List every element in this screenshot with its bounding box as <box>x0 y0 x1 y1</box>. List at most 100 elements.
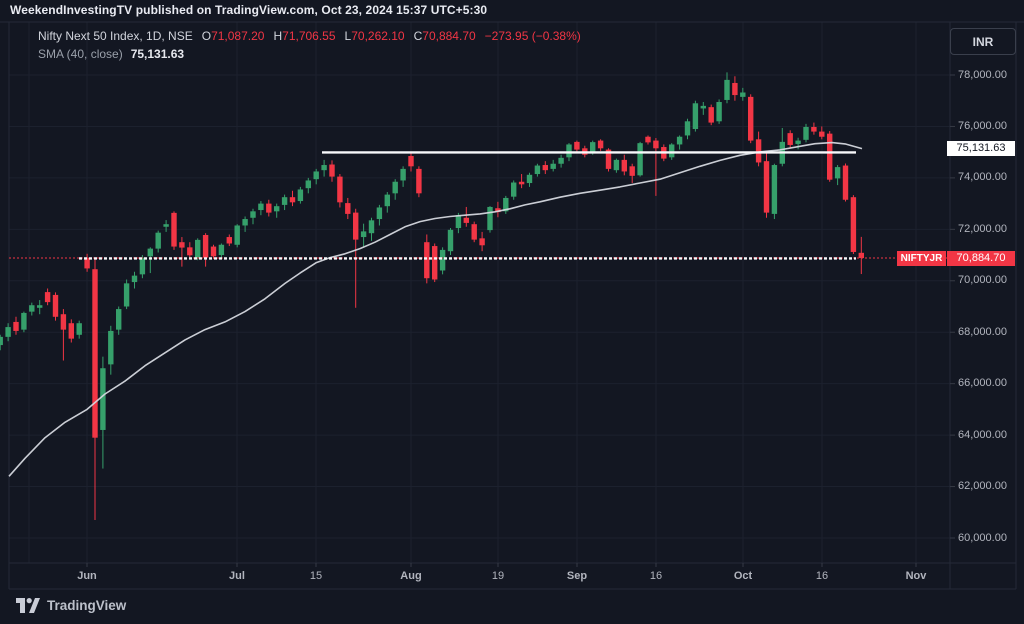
time-axis-label: 16 <box>649 570 663 582</box>
candle-2024-07-03 <box>250 211 256 218</box>
price-axis-label: 78,000.00 <box>958 68 1007 81</box>
candle-2024-09-23 <box>692 103 699 130</box>
sma-indicator-label[interactable]: SMA (40, close) <box>38 47 123 61</box>
tradingview-logo[interactable]: TradingView <box>16 597 126 614</box>
ohlc-high: H71,706.55 <box>273 29 336 43</box>
candle-2024-05-24 <box>37 305 43 308</box>
last-price-tag: 70,884.70 <box>947 250 1015 266</box>
candle-2024-10-14 <box>803 126 809 140</box>
candle-2024-09-25 <box>708 107 714 123</box>
candle-2024-09-26 <box>716 102 722 122</box>
candle-2024-06-05 <box>100 368 106 430</box>
currency-toggle-button[interactable]: INR <box>950 28 1016 55</box>
candle-2024-08-23 <box>526 174 533 184</box>
candle-2024-07-26 <box>376 207 383 220</box>
candle-2024-10-18 <box>834 167 841 179</box>
candle-2024-06-07 <box>116 309 122 330</box>
candle-2024-06-26 <box>210 246 217 257</box>
price-axis-label: 68,000.00 <box>958 325 1007 338</box>
candle-2024-10-03 <box>748 96 754 141</box>
candle-2024-05-17 <box>5 327 11 337</box>
candle-2024-09-16 <box>653 140 659 149</box>
price-axis-label: 66,000.00 <box>958 377 1007 390</box>
candle-2024-07-11 <box>297 189 304 202</box>
candle-2024-05-23 <box>29 305 35 312</box>
candle-2024-09-02 <box>574 141 580 150</box>
candle-2024-07-09 <box>281 197 288 205</box>
candle-2024-07-24 <box>360 231 367 238</box>
candle-2024-09-19 <box>676 136 683 145</box>
candle-2024-10-23 <box>858 252 864 259</box>
candle-2024-08-01 <box>408 156 414 167</box>
candle-2024-09-11 <box>629 166 635 176</box>
candle-2024-08-08 <box>447 229 454 252</box>
candle-2024-08-05 <box>424 242 430 279</box>
candle-2024-07-31 <box>400 168 406 181</box>
tradingview-logo-text: TradingView <box>47 598 127 613</box>
candle-2024-07-15 <box>313 171 319 180</box>
candle-2024-06-28 <box>226 237 232 244</box>
candle-2024-06-25 <box>202 234 209 258</box>
candle-2024-05-16 <box>0 336 3 346</box>
candle-2024-09-27 <box>724 79 730 100</box>
price-axis-label: 74,000.00 <box>958 171 1007 184</box>
candles-layer <box>0 72 864 520</box>
symbol-title[interactable]: Nifty Next 50 Index, 1D, NSE <box>38 29 193 43</box>
attribution-text: WeekendInvestingTV published on TradingV… <box>10 3 488 17</box>
candle-2024-09-05 <box>597 140 604 149</box>
chart-legend: Nifty Next 50 Index, 1D, NSE O71,087.20 … <box>38 29 581 61</box>
time-axis-label: Nov <box>905 570 927 582</box>
candle-2024-08-16 <box>487 206 493 231</box>
candle-2024-06-27 <box>218 244 225 256</box>
candle-2024-10-16 <box>819 131 825 137</box>
candle-2024-05-29 <box>60 314 67 330</box>
time-axis-label: 16 <box>815 570 829 582</box>
candle-2024-08-26 <box>534 165 541 175</box>
candle-2024-05-31 <box>76 323 82 335</box>
candle-2024-07-18 <box>329 164 335 177</box>
tradingview-logo-icon <box>16 598 40 613</box>
time-axis-label: 15 <box>309 570 323 582</box>
candle-2024-06-14 <box>155 232 161 249</box>
candle-2024-07-19 <box>337 176 343 203</box>
price-axis-label: 72,000.00 <box>958 222 1007 235</box>
candle-2024-10-01 <box>740 92 746 97</box>
price-axis-label: 64,000.00 <box>958 428 1007 441</box>
candle-2024-07-01 <box>234 225 240 245</box>
candle-2024-06-11 <box>131 275 138 283</box>
candle-2024-06-19 <box>171 212 177 247</box>
candle-2024-10-17 <box>827 133 833 180</box>
candle-2024-08-30 <box>566 144 572 158</box>
candle-2024-09-30 <box>732 82 738 96</box>
candle-2024-10-10 <box>787 133 793 145</box>
candle-2024-08-06 <box>432 246 438 280</box>
sma-line <box>8 141 863 477</box>
candle-2024-10-07 <box>763 161 770 213</box>
candle-2024-07-22 <box>345 203 351 214</box>
candle-2024-08-27 <box>542 165 548 171</box>
candle-2024-08-09 <box>455 215 462 229</box>
ohlc-low: L70,262.10 <box>344 29 405 43</box>
candle-2024-06-10 <box>123 283 130 307</box>
candle-2024-07-08 <box>274 206 280 212</box>
change-value: −273.95 (−0.38%) <box>484 29 581 43</box>
ohlc-close: C70,884.70 <box>413 29 476 43</box>
candle-2024-06-21 <box>187 247 193 256</box>
candle-2024-08-21 <box>511 182 517 197</box>
time-axis-label: Jul <box>229 570 245 582</box>
candle-2024-05-27 <box>44 292 51 303</box>
sma-indicator-value: 75,131.63 <box>130 47 185 61</box>
candle-2024-09-06 <box>605 149 612 169</box>
price-axis-label: 76,000.00 <box>958 119 1007 132</box>
candle-2024-09-10 <box>621 159 627 172</box>
time-axis-label: Oct <box>733 570 753 582</box>
candle-2024-10-21 <box>842 165 849 200</box>
candle-2024-09-24 <box>700 105 706 109</box>
candle-2024-06-12 <box>139 257 146 275</box>
candle-2024-10-04 <box>755 139 762 163</box>
candle-2024-06-20 <box>179 242 185 248</box>
candle-2024-06-04 <box>92 269 98 438</box>
candle-2024-08-13 <box>471 224 477 240</box>
symbol-price-tag: NIFTYJR <box>897 250 946 266</box>
candle-2024-07-02 <box>242 219 248 226</box>
